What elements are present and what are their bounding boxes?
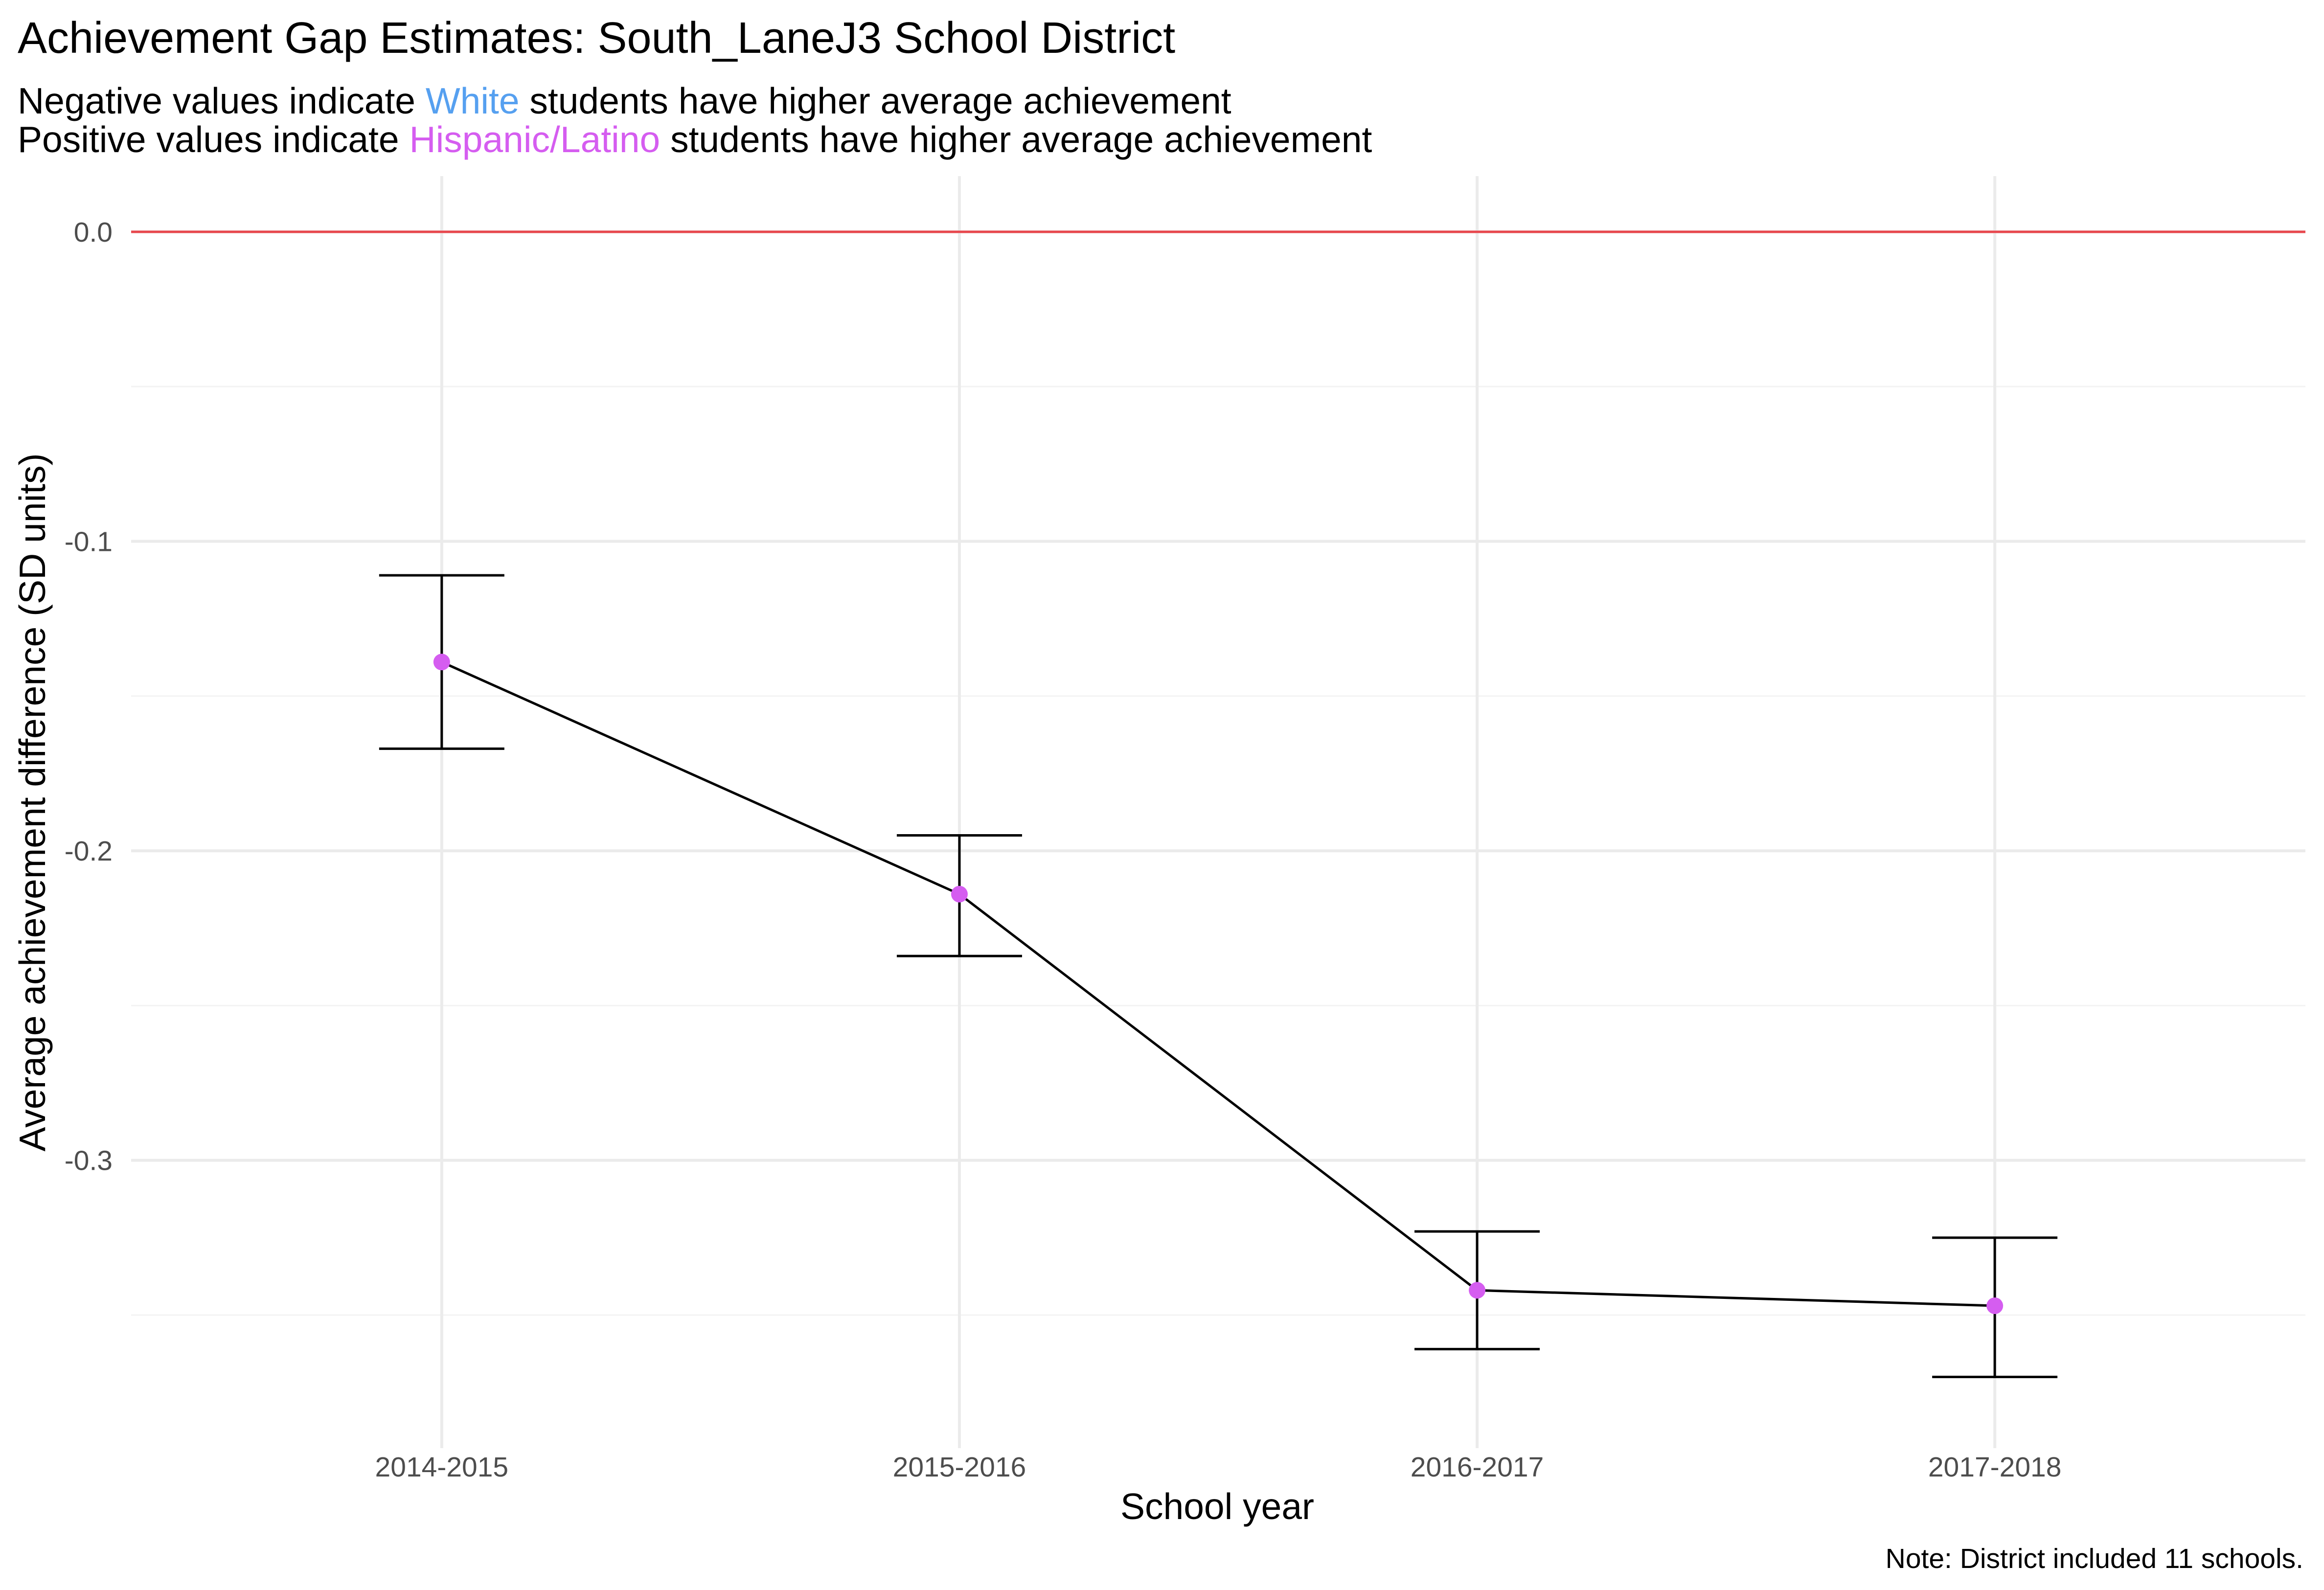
subtitle-white-label: White xyxy=(426,80,520,121)
y-tick-label: -0.2 xyxy=(65,836,113,867)
subtitle-hispanic-label: Hispanic/Latino xyxy=(409,119,660,160)
data-layer xyxy=(379,574,2058,1379)
chart-subtitle-line-2: Positive values indicate Hispanic/Latino… xyxy=(18,119,1372,160)
y-tick-label: 0.0 xyxy=(74,217,113,248)
data-point xyxy=(1469,1282,1486,1299)
x-tick-label: 2017-2018 xyxy=(1928,1452,2062,1483)
x-tick-label: 2014-2015 xyxy=(375,1452,509,1483)
chart-subtitle-line-1: Negative values indicate White students … xyxy=(18,80,1231,121)
chart-caption: Note: District included 11 schools. xyxy=(1886,1543,2303,1574)
subtitle-1-after: students have higher average achievement xyxy=(520,80,1231,121)
x-tick-label: 2016-2017 xyxy=(1411,1452,1544,1483)
x-axis-title: School year xyxy=(1120,1486,1314,1527)
chart-title: Achievement Gap Estimates: South_LaneJ3 … xyxy=(18,14,1175,63)
y-tick-label: -0.1 xyxy=(65,526,113,557)
y-axis-title: Average achievement difference (SD units… xyxy=(12,453,53,1151)
subtitle-2-after: students have higher average achievement xyxy=(660,119,1372,160)
subtitle-2-before: Positive values indicate xyxy=(18,119,409,160)
subtitle-1-before: Negative values indicate xyxy=(18,80,426,121)
data-point xyxy=(1986,1297,2004,1315)
series-line xyxy=(441,660,1995,1307)
x-tick-label: 2015-2016 xyxy=(893,1452,1026,1483)
grid-layer xyxy=(131,176,2305,1448)
axis-layer: 0.0 -0.1 -0.2 -0.3 2014-2015 2015-2016 2016-20… xyxy=(65,217,2062,1483)
data-point xyxy=(951,886,968,903)
y-tick-label: -0.3 xyxy=(65,1145,113,1177)
data-point xyxy=(433,654,450,671)
